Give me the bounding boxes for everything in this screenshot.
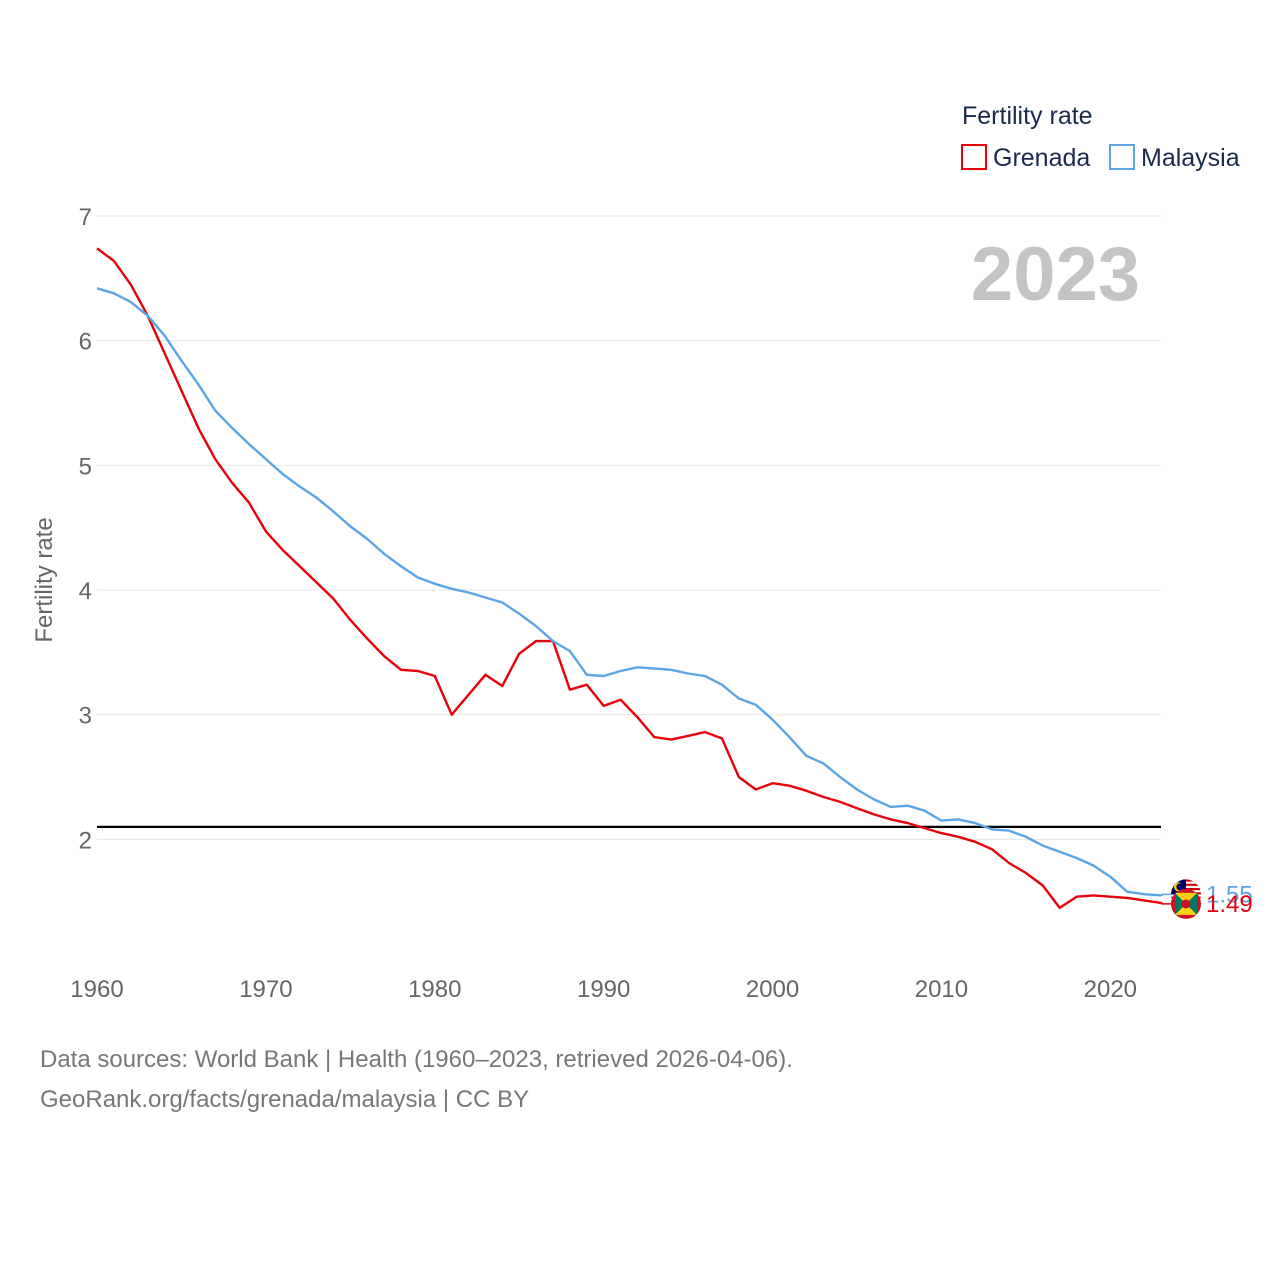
legend-swatch-grenada[interactable] [961,144,987,170]
y-tick-4: 4 [79,578,92,605]
x-tick-1970: 1970 [239,976,292,1003]
end-label-grenada: 1.49 [1206,891,1253,918]
x-tick-1980: 1980 [408,976,461,1003]
y-tick-3: 3 [79,703,92,730]
series-lines [96,247,1162,910]
x-tick-2020: 2020 [1084,976,1137,1003]
end-markers: 1.551.49 [1161,879,1253,919]
year-overlay: 2023 [971,232,1140,317]
source-line-1: Data sources: World Bank | Health (1960–… [40,1046,793,1073]
series-line-malaysia[interactable] [96,287,1162,897]
grenada-flag-icon [1171,888,1201,919]
series-line-grenada[interactable] [96,247,1162,910]
x-axis-ticks: 1960 1970 1980 1990 2000 2010 2020 [70,976,1137,1003]
legend-label-malaysia[interactable]: Malaysia [1141,144,1240,172]
y-axis-ticks: 2 3 4 5 6 7 [79,204,92,854]
y-tick-5: 5 [79,453,92,480]
legend-label-grenada[interactable]: Grenada [993,144,1090,172]
y-tick-6: 6 [79,329,92,356]
legend: Fertility rate Grenada Malaysia [961,102,1240,172]
x-tick-1990: 1990 [577,976,630,1003]
x-tick-2010: 2010 [915,976,968,1003]
y-axis-label: Fertility rate [31,517,58,642]
source-line-2: GeoRank.org/facts/grenada/malaysia | CC … [40,1086,530,1113]
y-tick-7: 7 [79,204,92,231]
end-connector-grenada [1161,902,1172,905]
end-connector-malaysia [1161,893,1172,897]
legend-title: Fertility rate [962,102,1093,130]
legend-swatch-malaysia[interactable] [1109,144,1135,170]
x-tick-2000: 2000 [746,976,799,1003]
x-tick-1960: 1960 [70,976,123,1003]
y-tick-2: 2 [79,827,92,854]
end-label-malaysia: 1.55 [1206,881,1253,908]
